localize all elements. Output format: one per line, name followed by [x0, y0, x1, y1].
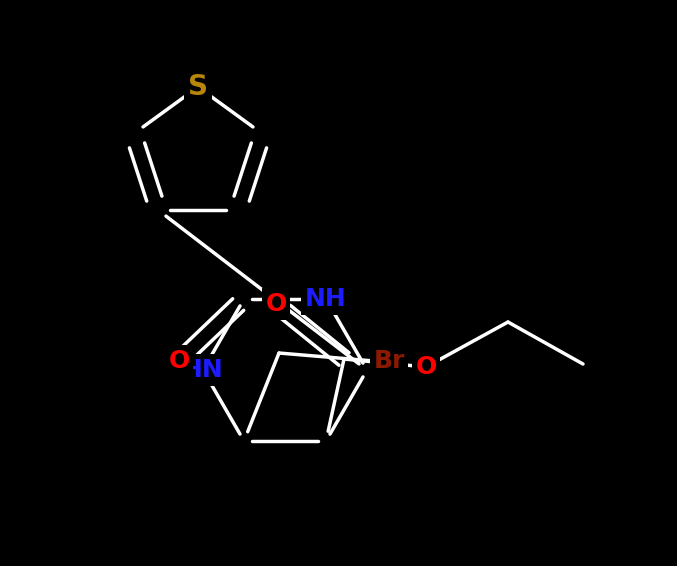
Text: NH: NH	[305, 287, 347, 311]
Text: O: O	[265, 292, 286, 316]
Text: Br: Br	[373, 349, 405, 373]
Text: O: O	[416, 355, 437, 379]
Text: S: S	[188, 73, 208, 101]
Text: HN: HN	[182, 358, 224, 382]
Text: O: O	[169, 349, 190, 373]
